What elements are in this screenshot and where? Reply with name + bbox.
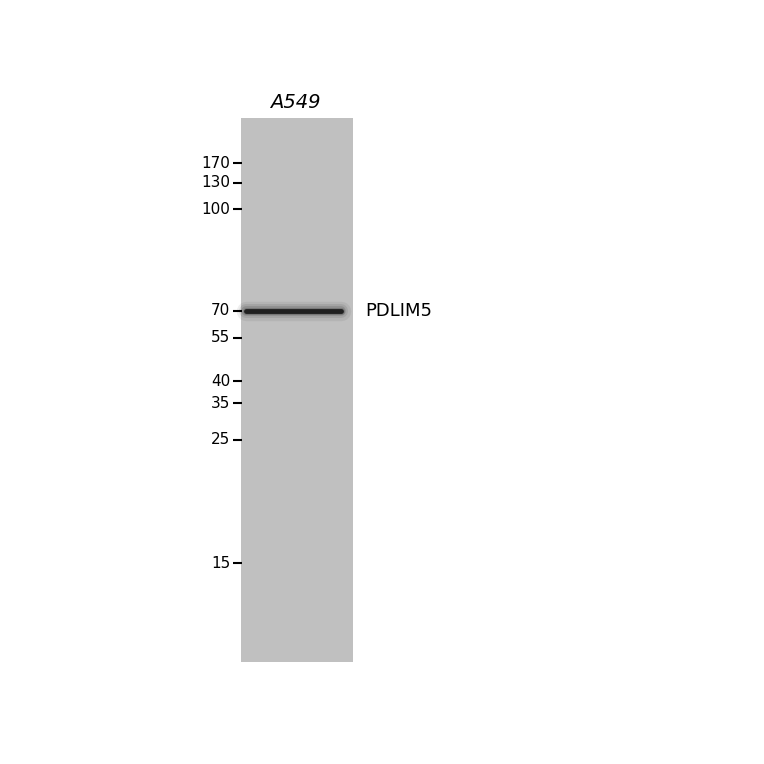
Text: 40: 40 — [212, 374, 231, 389]
Text: PDLIM5: PDLIM5 — [365, 302, 432, 319]
Text: 15: 15 — [212, 556, 231, 571]
Text: A549: A549 — [270, 93, 321, 112]
Bar — [241, 118, 353, 662]
Text: 100: 100 — [202, 202, 231, 217]
Text: 130: 130 — [202, 176, 231, 190]
Text: 170: 170 — [202, 156, 231, 171]
Text: 35: 35 — [211, 396, 231, 411]
Text: 55: 55 — [212, 330, 231, 345]
Text: 70: 70 — [212, 303, 231, 318]
Text: 25: 25 — [212, 432, 231, 448]
